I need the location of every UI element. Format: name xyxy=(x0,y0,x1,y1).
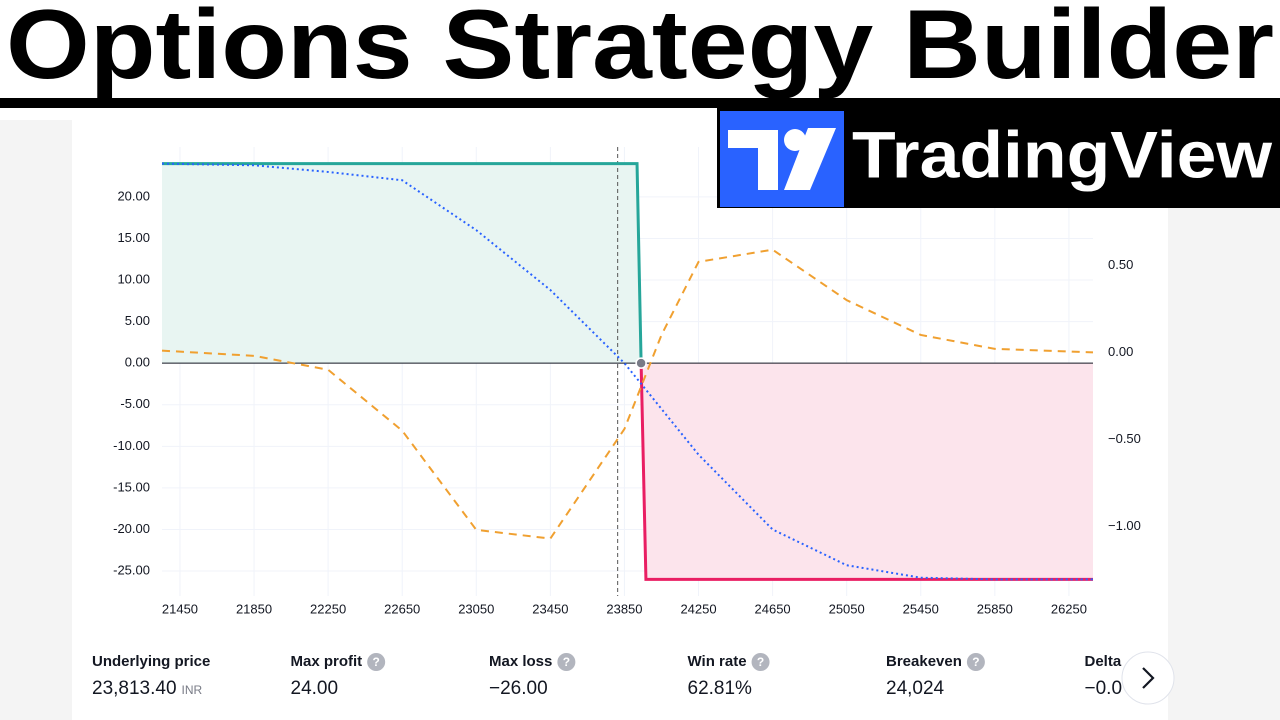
help-glyph: ? xyxy=(972,655,979,669)
y2-tick-label: −0.50 xyxy=(1108,431,1141,446)
logo-shape xyxy=(728,130,778,190)
chevron-icon xyxy=(1142,667,1155,689)
side-margin xyxy=(1168,120,1280,720)
y-tick-label: -25.00 xyxy=(113,562,150,577)
plot: 21450 21850 22250 22650 23050 23450 23850 24250… xyxy=(113,147,1141,616)
stat-value: 23,813.40 xyxy=(92,678,177,699)
logo-mark xyxy=(720,111,844,207)
y2-tick-label: 0.00 xyxy=(1108,344,1133,359)
x-tick-label: 24650 xyxy=(755,601,791,616)
series-line xyxy=(639,363,1093,581)
stat-label: Breakeven xyxy=(886,653,962,670)
series-line xyxy=(162,162,643,364)
y-tick-label: -10.00 xyxy=(113,438,150,453)
stat-value: −26.00 xyxy=(489,678,548,699)
title-underline xyxy=(0,98,1280,108)
help-glyph: ? xyxy=(563,655,570,669)
x-tick-label: 22250 xyxy=(310,601,346,616)
logo-shape xyxy=(784,128,836,190)
y-tick-label: 10.00 xyxy=(117,271,150,286)
breakeven-point xyxy=(635,357,647,369)
y-tick-label: -15.00 xyxy=(113,479,150,494)
pnl-area xyxy=(162,163,642,364)
y-tick-label: -20.00 xyxy=(113,521,150,536)
brand-name: TradingView xyxy=(852,117,1273,191)
y-tick-label: 15.00 xyxy=(117,230,150,245)
stat-unit: INR xyxy=(182,683,203,697)
stat-label: Max loss xyxy=(489,653,552,670)
page-title: Options Strategy Builder xyxy=(6,0,1274,99)
stat-value: −0.0 xyxy=(1085,678,1123,699)
y2-tick-label: 0.50 xyxy=(1108,257,1133,272)
stats-row: Underlying price 23,813.40 INR Max profit ? 2… xyxy=(92,653,1122,699)
stat-value: 24.00 xyxy=(291,678,339,699)
stat-label: Delta xyxy=(1085,653,1122,670)
x-tick-label: 23450 xyxy=(532,601,568,616)
y-tick-label: 20.00 xyxy=(117,188,150,203)
x-tick-label: 23850 xyxy=(606,601,642,616)
stat-label: Win rate xyxy=(688,653,747,670)
x-tick-label: 21850 xyxy=(236,601,272,616)
stat-label: Max profit xyxy=(291,653,363,670)
logo-shape xyxy=(784,129,806,151)
y-tick-label: 5.00 xyxy=(125,313,150,328)
x-tick-label: 25850 xyxy=(977,601,1013,616)
next-button[interactable] xyxy=(1121,651,1175,705)
side-margin xyxy=(0,120,72,720)
help-icon xyxy=(966,653,985,671)
y-tick-label: 0.00 xyxy=(125,355,150,370)
help-icon xyxy=(751,653,770,671)
pnl-area xyxy=(641,363,1093,580)
x-tick-label: 25050 xyxy=(829,601,865,616)
stat-label: Underlying price xyxy=(92,653,210,670)
stat-value: 24,024 xyxy=(886,678,945,699)
x-tick-label: 24250 xyxy=(680,601,716,616)
series-line xyxy=(161,162,1093,581)
help-glyph: ? xyxy=(757,655,764,669)
brand-logo: TradingView xyxy=(717,108,1280,208)
x-tick-label: 26250 xyxy=(1051,601,1087,616)
y2-tick-label: −1.00 xyxy=(1108,518,1141,533)
x-tick-label: 25450 xyxy=(903,601,939,616)
x-tick-label: 23050 xyxy=(458,601,494,616)
series-line xyxy=(161,248,1094,540)
help-icon xyxy=(367,653,386,671)
x-tick-label: 21450 xyxy=(162,601,198,616)
y-tick-label: -5.00 xyxy=(120,396,150,411)
x-tick-label: 22650 xyxy=(384,601,420,616)
help-icon xyxy=(557,653,576,671)
stat-value: 62.81% xyxy=(688,678,753,699)
help-glyph: ? xyxy=(373,655,380,669)
